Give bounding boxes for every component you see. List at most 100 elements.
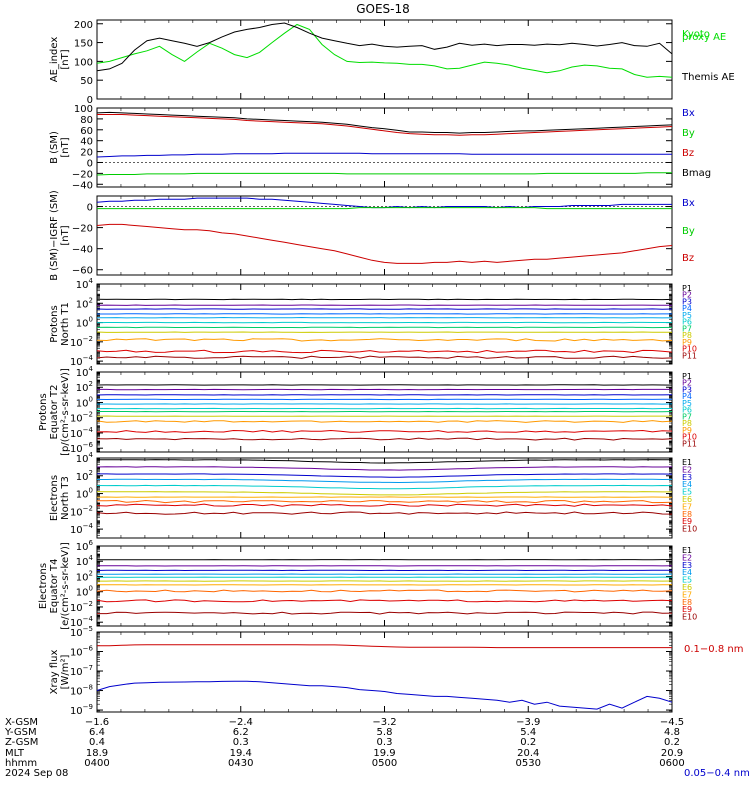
y-axis-label: Equator T2 bbox=[49, 385, 60, 440]
y-axis-label: [nT] bbox=[60, 49, 71, 69]
legend-entry: Bmag bbox=[682, 168, 711, 179]
series-line-p11 bbox=[96, 437, 673, 441]
legend-entry: Bz bbox=[682, 253, 694, 264]
y-tick-label: 10−2 bbox=[70, 504, 93, 518]
row-label: hhmm bbox=[5, 758, 37, 769]
y-axis-label: Protons bbox=[38, 393, 49, 430]
y-tick-label: 80 bbox=[80, 115, 93, 126]
legend-entry: E1 bbox=[682, 458, 692, 467]
date-label: 2024 Sep 08 bbox=[5, 768, 68, 779]
series-line-e10 bbox=[97, 611, 673, 615]
legend-entry: E5 bbox=[682, 576, 692, 585]
y-tick-label: 0 bbox=[87, 95, 93, 106]
x-tick-label: 0.4 bbox=[89, 737, 105, 748]
x-tick-label: 19.4 bbox=[230, 748, 252, 759]
legend-entry: E2 bbox=[682, 553, 692, 562]
series-line-p11 bbox=[96, 355, 673, 359]
series-line-by bbox=[97, 207, 672, 210]
y-axis-label: AE_index bbox=[49, 37, 60, 83]
legend-entry: E7 bbox=[682, 502, 692, 511]
legend-entry: 0.05−0.4 nm bbox=[684, 768, 750, 779]
y-tick-label: 100 bbox=[76, 316, 93, 330]
legend-entry: E6 bbox=[682, 495, 692, 504]
row-label: Z-GSM bbox=[5, 737, 38, 748]
legend-entry: P6 bbox=[682, 318, 692, 327]
y-axis-label: Equator T4 bbox=[49, 559, 60, 614]
series-line-e4 bbox=[97, 478, 673, 484]
legend-entry: E5 bbox=[682, 488, 692, 497]
series-line-e1 bbox=[96, 459, 672, 464]
legend-entry: P8 bbox=[682, 331, 692, 340]
x-tick-label: 20.4 bbox=[517, 748, 539, 759]
legend-entry: E4 bbox=[682, 480, 692, 489]
x-tick-label: 0.2 bbox=[520, 737, 536, 748]
legend-entry: P10 bbox=[682, 345, 697, 354]
series-line-e8 bbox=[96, 499, 673, 504]
legend-entry: P7 bbox=[682, 412, 692, 421]
y-tick-label: 100 bbox=[74, 57, 93, 68]
y-tick-label: 10−6 bbox=[70, 645, 94, 659]
legend-entry: P7 bbox=[682, 324, 692, 333]
x-tick-label: −3.9 bbox=[516, 717, 540, 728]
y-tick-label: 10−9 bbox=[70, 703, 93, 717]
y-axis-label: [nT] bbox=[60, 137, 71, 157]
legend-entry: 0.1−0.8 nm bbox=[684, 644, 743, 655]
legend-entry: Themis AE bbox=[681, 72, 735, 83]
y-tick-label: 20 bbox=[80, 148, 93, 159]
row-label: MLT bbox=[5, 748, 25, 759]
y-tick-label: −40 bbox=[72, 180, 93, 191]
legend-entry: E10 bbox=[682, 613, 697, 622]
y-tick-label: 102 bbox=[76, 569, 93, 583]
legend-entry: E7 bbox=[682, 590, 692, 599]
legend-entry: E8 bbox=[682, 598, 692, 607]
legend-entry: P8 bbox=[682, 419, 692, 428]
legend-entry: P11 bbox=[682, 351, 697, 360]
x-tick-label: 0.3 bbox=[377, 737, 393, 748]
y-axis-label: Electrons bbox=[38, 563, 49, 609]
series-line-p10 bbox=[96, 429, 673, 433]
y-axis-label: B (SM) bbox=[49, 131, 60, 164]
series-line-bx bbox=[96, 152, 672, 158]
x-tick-label: 19.9 bbox=[373, 748, 395, 759]
series-line-by bbox=[96, 172, 672, 176]
y-axis-label: Protons bbox=[49, 305, 60, 342]
x-tick-label: −3.2 bbox=[372, 717, 396, 728]
legend-entry: E9 bbox=[682, 605, 692, 614]
x-tick-label: 4.8 bbox=[664, 727, 680, 738]
legend-entry: P3 bbox=[682, 385, 692, 394]
y-tick-label: 104 bbox=[76, 554, 94, 568]
y-tick-label: 40 bbox=[80, 137, 93, 148]
x-tick-label: 0600 bbox=[659, 758, 684, 769]
panel-frame bbox=[96, 19, 673, 100]
y-tick-label: −20 bbox=[72, 169, 93, 180]
y-tick-label: 10−7 bbox=[70, 664, 93, 678]
series-line-e5 bbox=[96, 484, 673, 490]
series-line-e9 bbox=[96, 599, 673, 603]
legend-entry: proxy AE bbox=[682, 32, 726, 43]
legend-entry: E9 bbox=[682, 517, 692, 526]
series-line-p9 bbox=[96, 420, 673, 423]
y-tick-label: 50 bbox=[80, 76, 93, 87]
legend-entry: P9 bbox=[682, 426, 692, 435]
legend-entry: E8 bbox=[682, 510, 692, 519]
y-tick-label: 102 bbox=[76, 469, 93, 483]
panel-frame bbox=[96, 545, 673, 627]
series-line-e3 bbox=[97, 473, 673, 478]
legend-entry: E1 bbox=[682, 546, 692, 555]
panel-bigrf: −60 −40 −20 0 B (SM)−IGRF (SM) [nT] Bx By Bz bbox=[49, 190, 695, 281]
legend-entry: P4 bbox=[682, 304, 692, 313]
y-tick-label: 10−5 bbox=[70, 625, 93, 639]
series-line-p10 bbox=[96, 349, 673, 354]
legend-entry: E6 bbox=[682, 583, 692, 592]
y-axis-label: [nT] bbox=[60, 225, 71, 245]
series-line-p9 bbox=[96, 338, 673, 342]
y-tick-label: 104 bbox=[76, 277, 94, 291]
series-line-e10 bbox=[96, 511, 673, 515]
y-tick-label: 104 bbox=[76, 365, 94, 379]
legend-entry: E4 bbox=[682, 568, 692, 577]
legend-entry: Bx bbox=[682, 108, 695, 119]
series-line-bz bbox=[97, 114, 673, 136]
